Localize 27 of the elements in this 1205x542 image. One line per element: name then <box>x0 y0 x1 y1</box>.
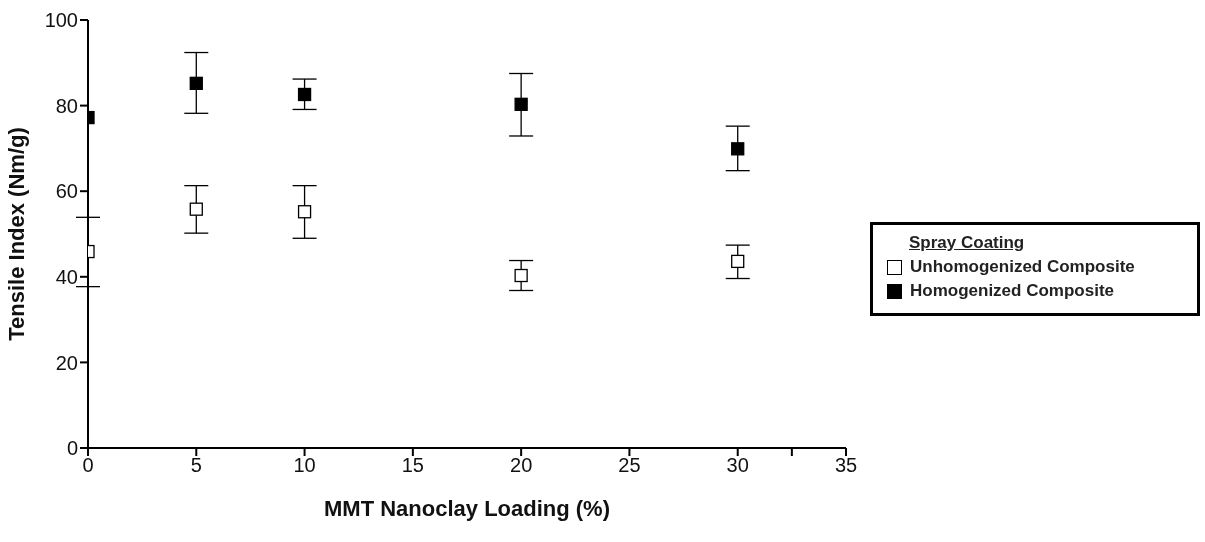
y-tick-label: 60 <box>55 180 78 203</box>
x-tick-label: 15 <box>401 454 424 477</box>
y-tick-label: 80 <box>55 94 78 117</box>
y-axis-title: Tensile Index (Nm/g) <box>3 127 29 341</box>
y-tick-label: 100 <box>44 9 78 32</box>
legend-label: Unhomogenized Composite <box>909 257 1136 277</box>
x-tick-label: 30 <box>726 454 749 477</box>
x-tick-label: 0 <box>82 454 94 477</box>
legend-label: Homogenized Composite <box>909 281 1115 301</box>
point <box>731 142 745 156</box>
x-tick-label: 35 <box>834 454 858 477</box>
x-tick-label: 5 <box>190 454 202 477</box>
x-tick-label: 20 <box>510 454 533 477</box>
point <box>189 202 203 216</box>
legend-title: Spray Coating <box>909 233 1026 253</box>
point <box>731 254 745 269</box>
x-axis-title: MMT Nanoclay Loading (%) <box>324 496 610 521</box>
x-tick-label: 10 <box>293 454 316 477</box>
x-tick-label: 25 <box>618 454 641 477</box>
point <box>514 268 528 283</box>
point <box>189 76 203 90</box>
y-tick-label: 40 <box>55 265 78 288</box>
y-tick-label: 0 <box>66 437 78 460</box>
point <box>297 87 312 102</box>
point <box>514 97 528 111</box>
y-tick-label: 20 <box>55 351 78 374</box>
point <box>297 205 312 219</box>
